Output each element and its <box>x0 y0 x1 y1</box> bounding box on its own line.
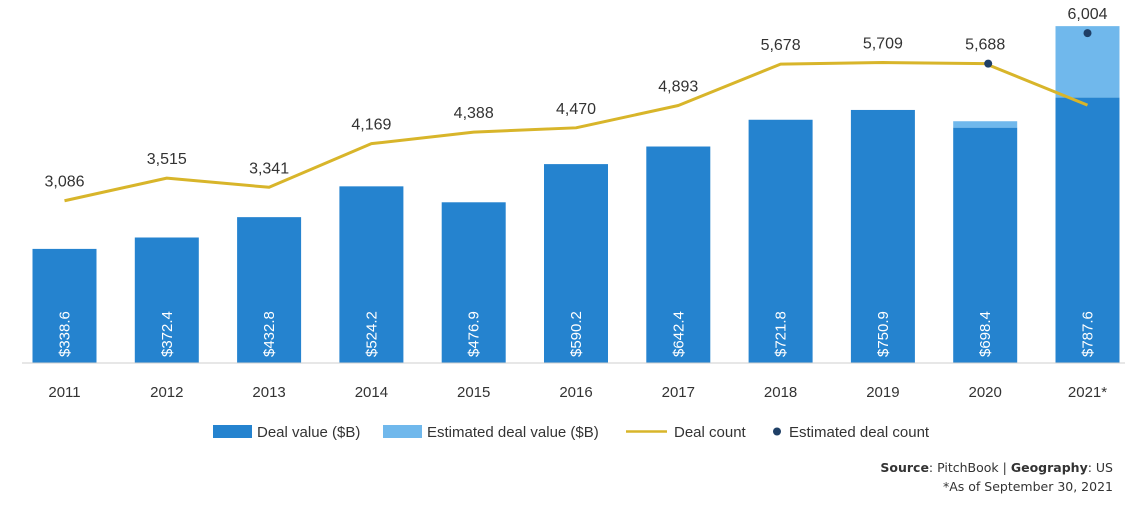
deal-value-bar-2021 <box>1055 97 1120 363</box>
deal-value-bar-2013 <box>237 217 302 363</box>
deal-value-bar-2011 <box>32 248 97 363</box>
x-tick-label-2014: 2014 <box>355 384 388 401</box>
deal-count-label-2015: 4,388 <box>454 105 494 122</box>
deal-value-label-2014: $524.2 <box>363 311 380 357</box>
legend-label-deal-value: Deal value ($B) <box>257 424 360 441</box>
deal-value-label-2020: $698.4 <box>977 311 994 357</box>
deal-value-bar-2017 <box>646 146 711 363</box>
x-tick-label-2021: 2021* <box>1068 384 1107 401</box>
x-tick-label-2016: 2016 <box>559 384 592 401</box>
source-line: Source: PitchBook | Geography: US <box>880 460 1113 475</box>
estimated-deal-value-bar-2020 <box>953 121 1018 128</box>
deal-count-label-2012: 3,515 <box>147 151 187 168</box>
deal-value-bar-2019 <box>850 109 915 363</box>
deal-value-bar-2015 <box>441 202 506 363</box>
deal-count-label-2013: 3,341 <box>249 160 289 177</box>
x-axis-tick-labels: 2011 2012 2013 2014 2015 2016 2017 2018 2019 2020… <box>48 384 1107 401</box>
x-tick-label-2013: 2013 <box>252 384 285 401</box>
x-tick-label-2015: 2015 <box>457 384 490 401</box>
legend-swatch-estimated-deal-count <box>773 427 781 436</box>
count-labels-layer: 3,086 3,515 3,341 4,169 4,388 4,470 4,893 5,678… <box>44 6 1107 191</box>
deal-value-label-2016: $590.2 <box>568 311 585 357</box>
deal-count-label-2018: 5,678 <box>761 37 801 54</box>
estimated-deal-value-bar-2021 <box>1055 26 1120 98</box>
deal-value-bar-2018 <box>748 119 813 363</box>
x-tick-label-2020: 2020 <box>969 384 1002 401</box>
source-separator: | <box>1002 460 1007 475</box>
deal-count-label-2014: 4,169 <box>351 117 391 134</box>
deal-value-label-2012: $372.4 <box>159 311 176 357</box>
deal-count-label-2011: 3,086 <box>44 174 84 191</box>
deal-value-bar-2012 <box>134 237 199 363</box>
deal-count-label-2021: 6,004 <box>1067 6 1107 23</box>
x-tick-label-2018: 2018 <box>764 384 797 401</box>
deal-value-bar-2014 <box>339 186 404 363</box>
deal-count-line <box>64 61 1089 203</box>
estimated-deal-count-point-2021 <box>1083 29 1092 38</box>
legend: Deal value ($B) Estimated deal value ($B… <box>213 424 930 441</box>
source-note: Source: PitchBook | Geography: US *As of… <box>880 458 1113 496</box>
deal-value-label-2019: $750.9 <box>875 311 892 357</box>
geography-value: US <box>1095 460 1113 475</box>
legend-swatch-deal-value <box>213 425 252 438</box>
geography-label: Geography <box>1010 460 1088 475</box>
legend-label-deal-count: Deal count <box>674 424 747 441</box>
deal-value-label-2015: $476.9 <box>466 311 483 357</box>
legend-label-estimated-deal-count: Estimated deal count <box>789 424 930 441</box>
deal-count-label-2020: 5,688 <box>965 37 1005 54</box>
deal-count-label-2019: 5,709 <box>863 36 903 53</box>
source-value: PitchBook <box>937 460 999 475</box>
deal-value-label-2018: $721.8 <box>773 311 790 357</box>
source-label: Source <box>880 460 929 475</box>
deal-value-label-2013: $432.8 <box>261 311 278 357</box>
deal-value-bar-2016 <box>544 164 608 363</box>
x-tick-label-2019: 2019 <box>866 384 899 401</box>
deal-count-label-2017: 4,893 <box>658 79 698 96</box>
estimated-deal-count-point-2020 <box>984 59 993 68</box>
deal-value-label-2021: $787.6 <box>1080 311 1097 357</box>
bars-layer: $338.6 $372.4 $432.8 $524.2 $476.9 $590.2 $642… <box>32 26 1120 364</box>
as-of-note: *As of September 30, 2021 <box>942 479 1113 494</box>
x-tick-label-2011: 2011 <box>48 384 80 401</box>
deal-count-label-2016: 4,470 <box>556 101 596 118</box>
x-tick-label-2012: 2012 <box>150 384 183 401</box>
legend-swatch-estimated-deal-value <box>383 425 422 438</box>
x-tick-label-2017: 2017 <box>662 384 695 401</box>
deal-value-label-2017: $642.4 <box>670 311 687 357</box>
deal-value-label-2011: $338.6 <box>57 311 74 357</box>
legend-label-estimated-deal-value: Estimated deal value ($B) <box>427 424 599 441</box>
deal-count-line-layer <box>64 29 1092 203</box>
deal-value-bar-2020 <box>953 127 1018 364</box>
